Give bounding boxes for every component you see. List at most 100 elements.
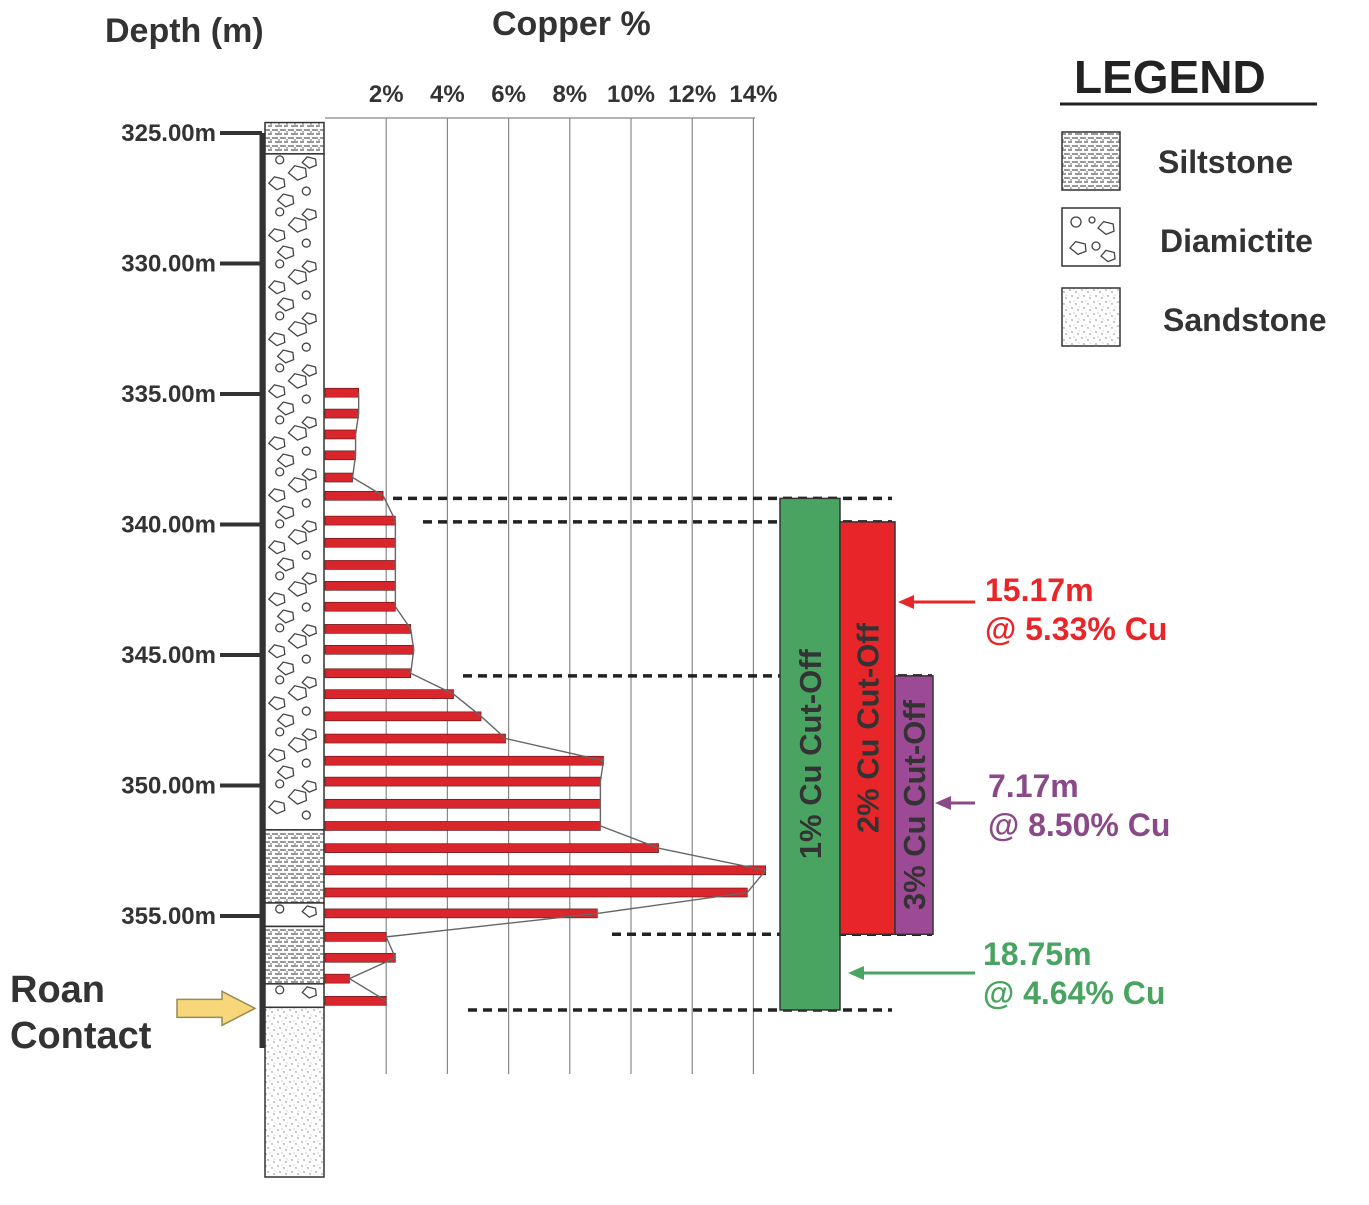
lithology-siltstone xyxy=(265,926,324,983)
copper-bar xyxy=(325,777,600,786)
clast xyxy=(302,759,310,767)
interval-grade: @ 4.64% Cu xyxy=(983,975,1165,1011)
copper-bar xyxy=(325,388,359,397)
interval-grade: @ 5.33% Cu xyxy=(985,611,1167,647)
copper-bar xyxy=(325,690,454,699)
copper-bar xyxy=(325,451,356,460)
copper-bar xyxy=(325,888,747,897)
legend-title: LEGEND xyxy=(1074,51,1266,103)
copper-bar xyxy=(325,491,383,500)
clast xyxy=(302,395,310,403)
sandstone-swatch xyxy=(1062,288,1120,346)
depth-tick-label: 335.00m xyxy=(121,381,216,408)
copper-bar xyxy=(325,560,395,569)
depth-axis-title: Depth (m) xyxy=(105,12,264,50)
arrow-left-icon xyxy=(898,595,914,609)
clast xyxy=(276,986,284,994)
depth-tick-label: 355.00m xyxy=(121,903,216,930)
lithology-column xyxy=(265,123,324,1177)
interval-length: 7.17m xyxy=(988,768,1079,804)
copper-bar xyxy=(325,866,766,875)
copper-bar xyxy=(325,538,395,547)
grid-lines xyxy=(325,118,755,1074)
clast xyxy=(276,676,284,684)
clast xyxy=(276,416,284,424)
copper-bar xyxy=(325,516,395,525)
lithology-sandstone xyxy=(265,1007,324,1177)
clast xyxy=(302,655,310,663)
copper-bar xyxy=(325,932,386,941)
clast xyxy=(276,156,284,164)
copper-bar xyxy=(325,669,411,678)
interval-grade: @ 8.50% Cu xyxy=(988,807,1170,843)
copper-bar xyxy=(325,821,600,830)
clast xyxy=(276,780,284,788)
depth-tick-label: 345.00m xyxy=(121,642,216,669)
clast xyxy=(302,343,310,351)
copper-bar xyxy=(325,581,395,590)
copper-tick-labels: 2% 4% 6% 8% 10% 12% 14% xyxy=(369,81,778,108)
interval-length: 15.17m xyxy=(985,572,1094,608)
copper-tick-label: 4% xyxy=(430,81,465,108)
depth-tick-label: 325.00m xyxy=(121,120,216,147)
copper-bar xyxy=(325,430,356,439)
interval-length: 18.75m xyxy=(983,936,1092,972)
clast xyxy=(302,811,310,819)
lithology-siltstone xyxy=(265,830,324,903)
legend-label-diamictite: Diamictite xyxy=(1160,223,1313,259)
copper-bar xyxy=(325,799,600,808)
copper-bar xyxy=(325,712,481,721)
depth-tick-label: 340.00m xyxy=(121,512,216,539)
clast xyxy=(1092,242,1100,250)
clast xyxy=(276,572,284,580)
clast xyxy=(276,260,284,268)
copper-bar xyxy=(325,624,411,633)
clast xyxy=(302,499,310,507)
copper-tick-label: 12% xyxy=(668,81,716,108)
clast xyxy=(302,239,310,247)
legend-label-sandstone: Sandstone xyxy=(1163,302,1327,338)
copper-bars xyxy=(325,388,766,1005)
clast xyxy=(302,447,310,455)
depth-axis: 325.00m 330.00m 335.00m 340.00m 345.00m 350.0… xyxy=(121,120,262,1048)
copper-tick-label: 8% xyxy=(552,81,587,108)
copper-tick-label: 2% xyxy=(369,81,404,108)
roan-contact-arrow-icon xyxy=(177,991,255,1025)
clast xyxy=(302,187,310,195)
copper-axis-title: Copper % xyxy=(492,5,651,43)
copper-bar xyxy=(325,953,395,962)
copper-bar xyxy=(325,409,359,418)
clast xyxy=(302,603,310,611)
clast xyxy=(276,312,284,320)
clast xyxy=(302,291,310,299)
clast xyxy=(276,364,284,372)
legend-label-siltstone: Siltstone xyxy=(1158,144,1293,180)
clast xyxy=(1071,217,1081,227)
cutoff-zone-label: 2% Cu Cut-Off xyxy=(851,622,886,833)
copper-bar xyxy=(325,996,386,1005)
clast xyxy=(276,624,284,632)
copper-bar xyxy=(325,974,349,983)
copper-bar xyxy=(325,473,353,482)
clast xyxy=(276,520,284,528)
cutoff-zones: 1% Cu Cut-Off 2% Cu Cut-Off 3% Cu Cut-Off xyxy=(780,498,933,1010)
legend: LEGEND Siltstone Diamictite Sandstone xyxy=(1060,51,1327,346)
arrow-left-icon xyxy=(848,966,864,980)
depth-tick-label: 330.00m xyxy=(121,251,216,278)
clast xyxy=(276,905,284,913)
cutoff-zone-label: 1% Cu Cut-Off xyxy=(793,648,828,859)
clast xyxy=(276,208,284,216)
copper-bar xyxy=(325,844,659,853)
copper-tick-label: 10% xyxy=(607,81,655,108)
clast xyxy=(276,728,284,736)
copper-bar xyxy=(325,909,597,918)
copper-bar xyxy=(325,756,603,765)
copper-tick-label: 14% xyxy=(729,81,777,108)
depth-tick-label: 350.00m xyxy=(121,773,216,800)
cutoff-zone-label: 3% Cu Cut-Off xyxy=(897,699,932,910)
copper-tick-label: 6% xyxy=(491,81,526,108)
clast xyxy=(276,468,284,476)
roan-contact-label-line1: Roan xyxy=(10,969,105,1011)
clast xyxy=(302,707,310,715)
